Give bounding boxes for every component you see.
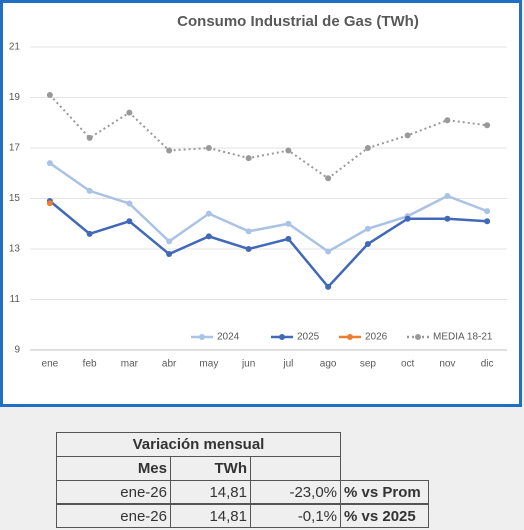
y-tick-label: 19 [9,92,21,103]
data-point [325,248,332,255]
series-line [49,94,488,180]
data-point [245,228,252,235]
data-point [404,132,411,139]
x-tick-label: oct [401,359,415,370]
data-point [46,200,53,207]
x-tick-label: feb [83,359,97,370]
legend-label: 2025 [297,332,320,343]
header-cell: Mes [56,456,171,481]
table-cell: ene-26 [56,504,171,528]
series-line [49,162,488,254]
data-point [444,215,451,222]
series-line [49,200,488,289]
table-cell: -23,0% [250,480,341,504]
data-point [325,283,332,290]
data-point [285,147,292,154]
legend-marker [347,334,353,340]
data-point [205,210,212,217]
table-cell: 14,81 [170,480,251,504]
x-tick-label: ene [42,359,59,370]
x-tick-label: ago [320,359,337,370]
data-point [126,109,133,116]
y-tick-label: 11 [10,294,21,305]
data-point [364,145,371,151]
data-point [484,208,491,215]
data-point [484,218,491,225]
data-point [245,246,252,252]
table-title: Variación mensual [56,432,341,457]
data-point [205,145,212,151]
table-cell: ene-26 [56,480,171,504]
x-tick-label: jul [282,359,293,370]
data-point [285,220,292,227]
chart-frame: Consumo Industrial de Gas (TWh) 9 11 13 15 1… [0,0,522,407]
chart-title: Consumo Industrial de Gas (TWh) [177,13,419,30]
header-cell [250,456,341,481]
data-point [166,147,173,154]
data-point [444,117,451,124]
data-point [86,230,93,237]
legend-label: 2026 [365,332,388,343]
data-point [205,233,212,240]
data-point [364,225,371,232]
table-cell: % vs 2025 [340,504,429,528]
data-point [404,215,411,222]
legend-marker [199,334,205,340]
table-cell: % vs Prom [340,480,429,504]
header-cell: TWh [170,456,251,481]
data-point [46,91,53,98]
legend-label: MEDIA 18-21 [433,332,493,343]
x-tick-label: may [199,359,218,370]
data-point [484,122,491,129]
data-point [126,200,133,207]
y-tick-label: 9 [14,345,20,356]
legend-label: 2024 [217,332,240,343]
x-tick-label: dic [481,359,494,370]
y-tick-label: 21 [9,42,21,53]
x-tick-label: nov [439,359,455,370]
x-tick-label: jun [241,359,255,370]
data-point [444,192,451,199]
data-point [364,240,371,247]
legend-marker [279,334,285,340]
data-point [86,187,93,194]
x-tick-label: mar [121,359,139,370]
data-point [86,134,93,141]
x-tick-label: abr [162,359,177,370]
table-cell: -0,1% [250,504,341,528]
chart: Consumo Industrial de Gas (TWh) 9 11 13 15 1… [9,13,507,370]
x-tick-label: sep [360,359,377,370]
table-cell: 14,81 [170,504,251,528]
y-tick-label: 17 [9,143,21,154]
data-point [166,251,173,258]
data-point [166,238,173,245]
data-point [126,218,133,225]
data-point [245,155,252,162]
data-point [325,175,332,182]
data-point [46,160,53,167]
y-tick-label: 15 [9,193,21,204]
legend-marker [415,334,421,340]
y-tick-label: 13 [9,244,21,255]
data-point [285,235,292,242]
